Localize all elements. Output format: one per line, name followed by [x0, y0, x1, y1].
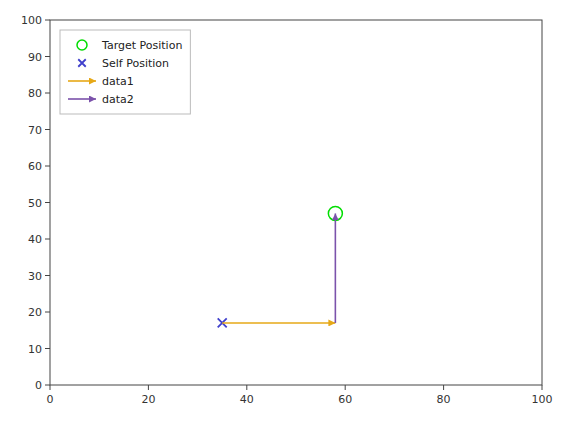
y-tick — [45, 202, 50, 203]
x-tick — [443, 385, 444, 390]
x-tick-label: 60 — [338, 393, 352, 406]
legend-label: data2 — [102, 93, 134, 106]
chart: 0 20 40 60 80 100 0 10 20 30 40 50 60 70 80 90 100 Target… — [0, 0, 562, 421]
y-tick-label: 0 — [35, 379, 42, 392]
legend-box — [60, 30, 190, 114]
y-tick — [45, 129, 50, 130]
x-tick — [345, 385, 346, 390]
y-tick — [45, 93, 50, 94]
y-tick — [45, 166, 50, 167]
y-tick-label: 30 — [28, 270, 42, 283]
plot-frame — [50, 20, 542, 385]
plot-area — [50, 20, 542, 385]
x-tick-label: 80 — [437, 393, 451, 406]
data — [218, 206, 343, 327]
x-tick — [148, 385, 149, 390]
x-tick — [542, 385, 543, 390]
legend-label: data1 — [102, 75, 134, 88]
line-series — [335, 213, 337, 323]
x-tick-label: 40 — [240, 393, 254, 406]
y-tick-label: 80 — [28, 87, 42, 100]
x-tick — [50, 385, 51, 390]
legend-swatch — [78, 59, 86, 67]
y-tick — [45, 312, 50, 313]
y-tick-label: 100 — [21, 14, 42, 27]
legend: Target Position Self Position data1 data2 — [60, 30, 190, 114]
legend-swatch — [77, 40, 87, 50]
y-tick-label: 10 — [28, 343, 42, 356]
y-tick — [45, 56, 50, 57]
legend-label: Target Position — [101, 39, 182, 52]
legend-swatch — [68, 80, 96, 82]
y-tick — [45, 239, 50, 240]
x-tick-label: 100 — [532, 393, 553, 406]
y-tick-label: 50 — [28, 197, 42, 210]
y-tick-label: 90 — [28, 51, 42, 64]
x-tick-label: 0 — [47, 393, 54, 406]
y-tick — [45, 275, 50, 276]
y-tick-label: 70 — [28, 124, 42, 137]
legend-label: Self Position — [102, 57, 169, 70]
x-tick-label: 20 — [141, 393, 155, 406]
y-tick — [45, 348, 50, 349]
y-tick-label: 40 — [28, 233, 42, 246]
axes: 0 20 40 60 80 100 0 10 20 30 40 50 60 70 80 90 100 — [21, 14, 553, 406]
legend-swatch — [68, 98, 96, 100]
line-series — [222, 322, 335, 324]
y-tick-label: 20 — [28, 306, 42, 319]
x-tick — [246, 385, 247, 390]
y-tick-label: 60 — [28, 160, 42, 173]
y-tick — [45, 385, 50, 386]
y-tick — [45, 20, 50, 21]
